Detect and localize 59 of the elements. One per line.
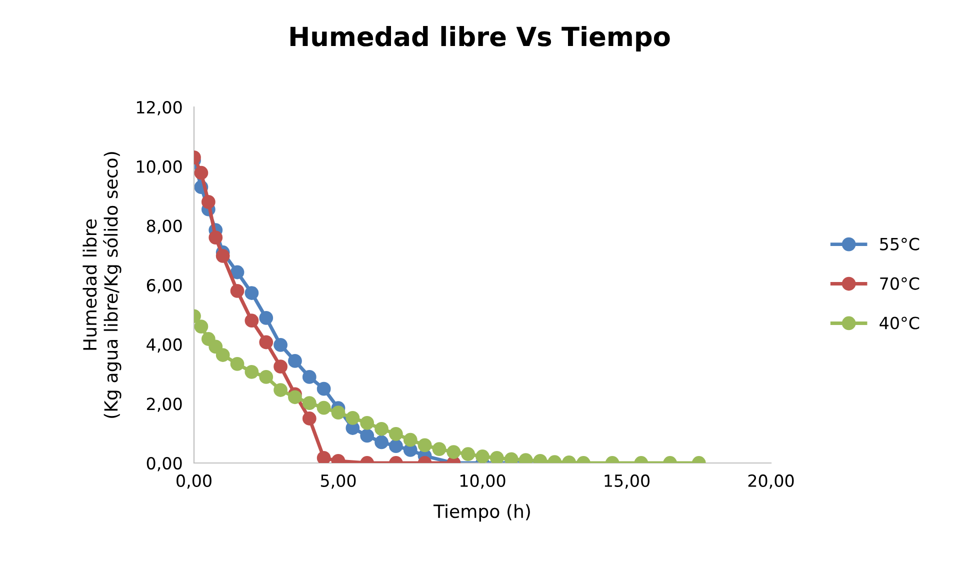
y-tick-label: 0,00 xyxy=(146,456,182,472)
legend-label: 70°C xyxy=(880,277,920,290)
point xyxy=(461,447,476,462)
point xyxy=(374,422,388,436)
point xyxy=(288,354,302,368)
point xyxy=(316,400,331,415)
point xyxy=(403,432,418,447)
point xyxy=(230,284,244,298)
x-tick-label: 15,00 xyxy=(604,474,650,489)
point xyxy=(476,450,490,463)
point xyxy=(244,314,259,328)
point xyxy=(360,416,374,430)
point xyxy=(432,442,446,456)
point xyxy=(274,383,288,397)
point xyxy=(389,426,403,441)
x-axis-title: Tiempo (h) xyxy=(433,504,530,522)
point xyxy=(490,451,504,463)
point xyxy=(194,166,208,180)
point xyxy=(259,335,274,350)
y-tick-label: 8,00 xyxy=(146,220,182,234)
point xyxy=(230,265,244,280)
y-tick-label: 10,00 xyxy=(137,160,182,175)
point xyxy=(208,230,223,244)
point xyxy=(244,364,259,379)
x-tick-label: 20,00 xyxy=(748,474,794,489)
point xyxy=(316,451,331,463)
point xyxy=(346,410,360,425)
chart-title: Humedad libre Vs Tiempo xyxy=(290,26,670,52)
legend-label: 55°C xyxy=(880,238,920,250)
x-tick-label: 10,00 xyxy=(460,474,506,489)
point xyxy=(389,439,403,454)
x-tick-label: 5,00 xyxy=(320,474,356,489)
point xyxy=(418,438,432,452)
y-tick-label: 12,00 xyxy=(137,100,182,116)
point xyxy=(194,320,208,334)
point xyxy=(302,396,316,410)
point xyxy=(288,390,302,404)
point xyxy=(316,382,331,396)
point xyxy=(230,356,244,371)
point xyxy=(244,286,259,300)
point xyxy=(274,360,288,374)
point xyxy=(216,348,230,362)
y-tick-label: 6,00 xyxy=(146,278,182,294)
y-tick-label: 4,00 xyxy=(146,338,182,353)
x-tick-label: 0,00 xyxy=(176,474,212,489)
point xyxy=(259,310,274,325)
point xyxy=(216,248,230,263)
point xyxy=(374,435,388,450)
point xyxy=(331,406,346,420)
legend-label: 40°C xyxy=(880,316,920,330)
point xyxy=(259,370,274,384)
point xyxy=(446,445,461,459)
point xyxy=(360,428,374,443)
y-tick-label: 2,00 xyxy=(147,398,182,412)
point xyxy=(274,338,288,352)
point xyxy=(302,412,316,426)
y-axis-title: Humedad libre (Kg agua libre/Kg sólido seco) xyxy=(82,152,122,418)
point xyxy=(201,194,216,209)
point xyxy=(302,370,316,384)
